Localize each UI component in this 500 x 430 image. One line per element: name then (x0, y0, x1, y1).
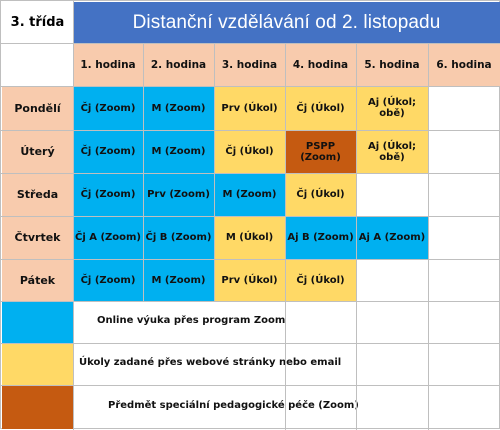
header-corner (2, 43, 73, 86)
grid-line (73, 1, 74, 430)
day-label: Pátek (2, 259, 73, 301)
legend-label-zoom: Online výuka přes program Zoom (97, 315, 286, 326)
lesson-cell: M (Zoom) (143, 130, 214, 173)
grid-line (1, 301, 500, 302)
lesson-cell: Čj B (Zoom) (143, 216, 214, 259)
lesson-cell: Čj (Zoom) (73, 86, 143, 130)
hour-header: 2. hodina (143, 43, 214, 86)
lesson-cell: Čj (Úkol) (285, 86, 356, 130)
lesson-cell: Aj B (Zoom) (285, 216, 356, 259)
lesson-cell: Čj (Úkol) (214, 130, 285, 173)
lesson-cell: Prv (Zoom) (143, 173, 214, 216)
lesson-cell: M (Úkol) (214, 216, 285, 259)
legend-swatch-pspp (2, 385, 73, 429)
grid-line (1, 385, 500, 386)
lesson-cell: M (Zoom) (214, 173, 285, 216)
lesson-cell: Čj (Zoom) (73, 130, 143, 173)
lesson-cell: Čj (Zoom) (73, 173, 143, 216)
class-label: 3. třída (10, 15, 65, 30)
day-label: Středa (2, 173, 73, 216)
lesson-cell: Čj (Zoom) (73, 259, 143, 301)
grid-line (285, 43, 286, 430)
lesson-cell: M (Zoom) (143, 86, 214, 130)
day-label: Pondělí (2, 86, 73, 130)
hour-header: 5. hodina (356, 43, 428, 86)
lesson-cell: Aj A (Zoom) (356, 216, 428, 259)
grid-line (1, 216, 500, 217)
legend-swatch-zoom (2, 301, 73, 343)
grid-line (143, 43, 144, 301)
legend-label-ukol: Úkoly zadané přes webové stránky nebo em… (79, 357, 342, 368)
lesson-cell: Prv (Úkol) (214, 259, 285, 301)
lesson-cell: Čj A (Zoom) (73, 216, 143, 259)
hour-header: 6. hodina (428, 43, 500, 86)
legend-swatch-ukol (2, 343, 73, 385)
grid-line (356, 43, 357, 430)
hour-header: 4. hodina (285, 43, 356, 86)
lesson-cell: PSPP (Zoom) (285, 130, 356, 173)
lesson-cell: Čj (Úkol) (285, 173, 356, 216)
grid-line (1, 86, 500, 87)
page-title: Distanční vzdělávání od 2. listopadu (73, 2, 500, 43)
lesson-cell: Prv (Úkol) (214, 86, 285, 130)
lesson-cell: Aj (Úkol; obě) (356, 86, 428, 130)
grid-line (1, 43, 500, 44)
lesson-cell: M (Zoom) (143, 259, 214, 301)
day-label: Čtvrtek (2, 216, 73, 259)
lesson-cell: Aj (Úkol; obě) (356, 130, 428, 173)
grid-line (1, 343, 500, 344)
legend-label-pspp: Předmět speciální pedagogické péče (Zoom… (108, 400, 359, 411)
grid-line (1, 173, 500, 174)
grid-line (428, 43, 429, 430)
grid-line (214, 43, 215, 301)
grid-line (1, 130, 500, 131)
lesson-cell: Čj (Úkol) (285, 259, 356, 301)
day-label: Úterý (2, 130, 73, 173)
hour-header: 1. hodina (73, 43, 143, 86)
hour-header: 3. hodina (214, 43, 285, 86)
grid-line (1, 259, 500, 260)
